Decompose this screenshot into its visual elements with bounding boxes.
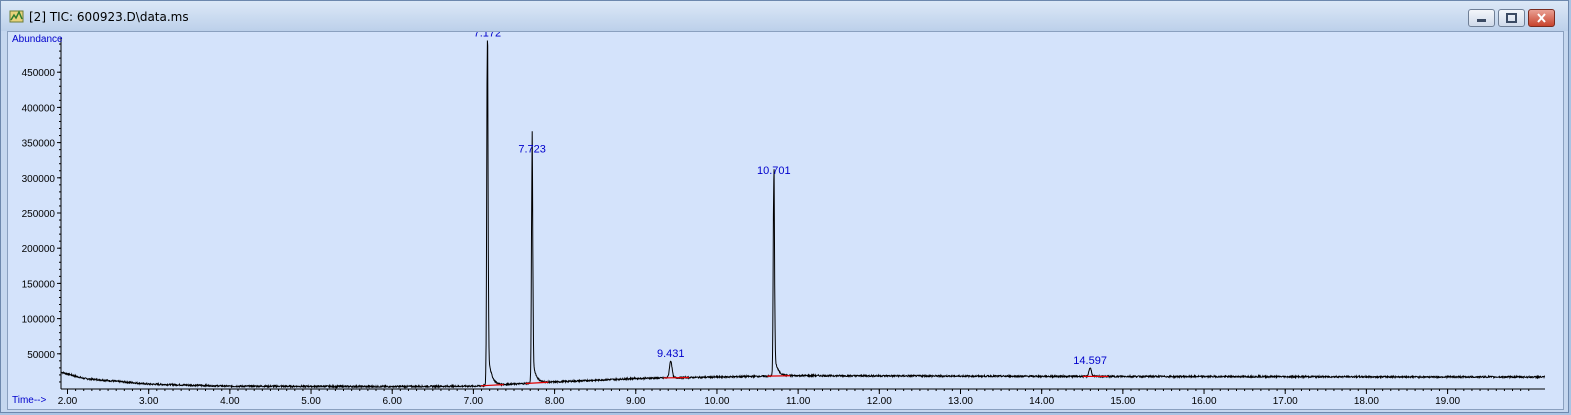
y-tick-label: 400000 — [22, 103, 56, 114]
window-title: [2] TIC: 600923.D\data.ms — [29, 10, 189, 24]
x-tick-label: 9.00 — [626, 396, 646, 407]
x-tick-label: 18.00 — [1354, 396, 1379, 407]
x-axis-label: Time--> — [12, 395, 47, 406]
x-tick-label: 12.00 — [867, 396, 892, 407]
y-axis-label: Abundance — [12, 34, 63, 45]
y-tick-label: 150000 — [22, 279, 56, 290]
chromatogram-chart: 50000 100000 150000 200000 250000 300000 35000… — [12, 28, 1546, 407]
x-tick-label: 8.00 — [545, 396, 565, 407]
x-tick-label: 3.00 — [139, 396, 159, 407]
restore-icon — [1506, 13, 1517, 23]
peak-label: 7.172 — [474, 32, 502, 40]
x-tick-label: 11.00 — [786, 396, 811, 407]
y-tick-label: 100000 — [22, 315, 56, 326]
y-tick-label: 200000 — [22, 244, 56, 255]
minimize-icon — [1477, 19, 1486, 22]
title-bar[interactable]: [2] TIC: 600923.D\data.ms — [1, 1, 1568, 31]
close-icon — [1537, 13, 1546, 23]
plot-area[interactable]: 50000 100000 150000 200000 250000 300000 35000… — [7, 28, 1564, 410]
peak-baseline-mark — [480, 384, 504, 387]
app-icon — [9, 10, 24, 23]
y-tick-label: 250000 — [22, 209, 56, 220]
y-tick-label: 300000 — [22, 174, 56, 185]
x-tick-label: 14.00 — [1029, 396, 1054, 407]
x-tick-label: 16.00 — [1192, 396, 1217, 407]
x-tick-label: 6.00 — [382, 396, 402, 407]
y-tick-label: 50000 — [27, 350, 55, 361]
close-button[interactable] — [1528, 9, 1555, 27]
restore-button[interactable] — [1498, 9, 1525, 27]
peak-label: 10.701 — [757, 165, 791, 177]
x-tick-label: 4.00 — [220, 396, 240, 407]
x-tick-label: 17.00 — [1273, 396, 1298, 407]
y-tick-label: 350000 — [22, 139, 56, 150]
minimize-button[interactable] — [1468, 9, 1495, 27]
tic-trace — [60, 40, 1546, 390]
peak-label: 7.723 — [518, 144, 546, 156]
peak-label: 9.431 — [657, 348, 685, 360]
x-tick-label: 13.00 — [948, 396, 973, 407]
x-tick-label: 15.00 — [1110, 396, 1135, 407]
x-tick-label: 2.00 — [58, 396, 78, 407]
x-tick-label: 5.00 — [301, 396, 321, 407]
x-tick-label: 19.00 — [1435, 396, 1460, 407]
x-tick-label: 10.00 — [704, 396, 729, 407]
y-tick-label: 450000 — [22, 68, 56, 79]
peak-baseline-mark — [525, 381, 549, 385]
x-tick-label: 7.00 — [464, 396, 484, 407]
peak-label: 14.597 — [1073, 355, 1107, 367]
